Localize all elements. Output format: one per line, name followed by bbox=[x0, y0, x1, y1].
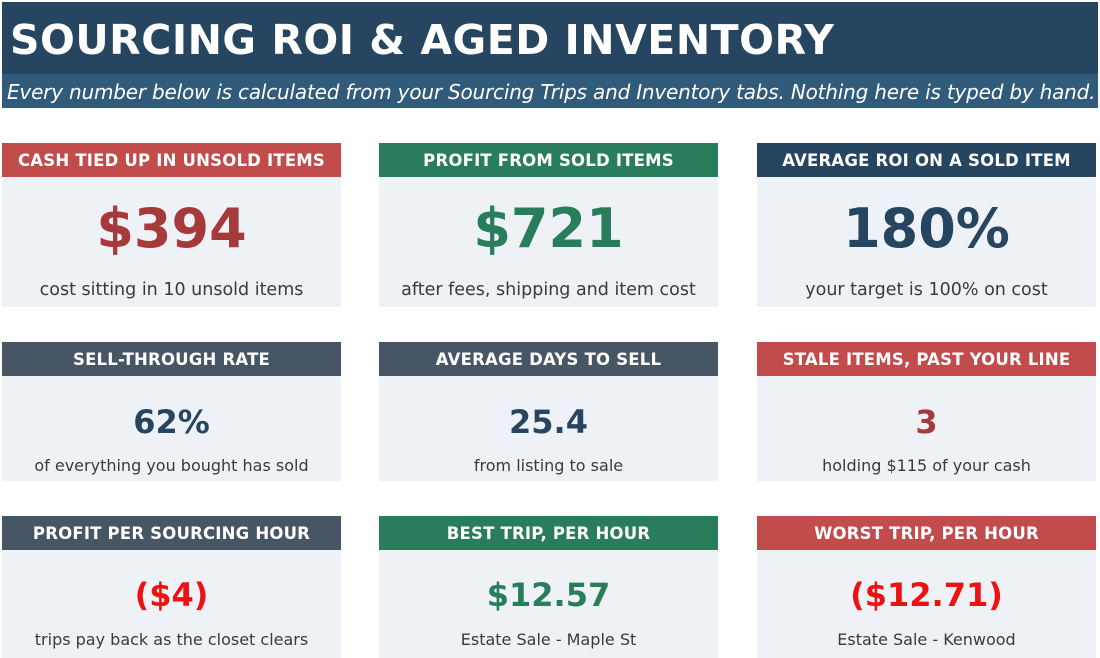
card-caption: your target is 100% on cost bbox=[805, 280, 1048, 300]
card-caption: cost sitting in 10 unsold items bbox=[39, 280, 304, 300]
dashboard-subtitle-bar: Every number below is calculated from yo… bbox=[2, 74, 1098, 108]
card-caption: holding $115 of your cash bbox=[822, 456, 1031, 475]
card-header: PROFIT PER SOURCING HOUR bbox=[2, 516, 341, 550]
card-header: AVERAGE DAYS TO SELL bbox=[379, 342, 718, 376]
card-value: ($4) bbox=[134, 576, 209, 614]
card-caption: from listing to sale bbox=[473, 456, 624, 475]
card-value: ($12.71) bbox=[850, 576, 1003, 614]
card-caption: of everything you bought has sold bbox=[34, 456, 309, 475]
card-worst-trip: WORST TRIP, PER HOUR ($12.71) Estate Sal… bbox=[757, 516, 1096, 658]
card-average-days: AVERAGE DAYS TO SELL 25.4 from listing t… bbox=[379, 342, 718, 481]
card-value: 62% bbox=[133, 403, 210, 441]
card-header: PROFIT FROM SOLD ITEMS bbox=[379, 143, 718, 177]
card-profit-per-hour: PROFIT PER SOURCING HOUR ($4) trips pay … bbox=[2, 516, 341, 658]
card-header: AVERAGE ROI ON A SOLD ITEM bbox=[757, 143, 1096, 177]
card-value: $12.57 bbox=[486, 576, 611, 614]
card-value: $721 bbox=[473, 197, 624, 260]
card-profit-sold: PROFIT FROM SOLD ITEMS $721 after fees, … bbox=[379, 143, 718, 307]
dashboard-title-bar: SOURCING ROI & AGED INVENTORY bbox=[2, 2, 1098, 74]
card-stale-items: STALE ITEMS, PAST YOUR LINE 3 holding $1… bbox=[757, 342, 1096, 481]
card-caption: Estate Sale - Kenwood bbox=[837, 630, 1016, 649]
card-sell-through: SELL-THROUGH RATE 62% of everything you … bbox=[2, 342, 341, 481]
card-header: SELL-THROUGH RATE bbox=[2, 342, 341, 376]
card-cash-tied-up: CASH TIED UP IN UNSOLD ITEMS $394 cost s… bbox=[2, 143, 341, 307]
card-value: 25.4 bbox=[509, 403, 588, 441]
card-value: 180% bbox=[843, 197, 1010, 260]
card-header: WORST TRIP, PER HOUR bbox=[757, 516, 1096, 550]
card-header: CASH TIED UP IN UNSOLD ITEMS bbox=[2, 143, 341, 177]
card-header: STALE ITEMS, PAST YOUR LINE bbox=[757, 342, 1096, 376]
card-value: 3 bbox=[915, 403, 938, 441]
card-best-trip: BEST TRIP, PER HOUR $12.57 Estate Sale -… bbox=[379, 516, 718, 658]
card-value: $394 bbox=[96, 197, 247, 260]
card-caption: after fees, shipping and item cost bbox=[401, 280, 696, 300]
card-caption: Estate Sale - Maple St bbox=[460, 630, 637, 649]
card-caption: trips pay back as the closet clears bbox=[34, 630, 309, 649]
card-header: BEST TRIP, PER HOUR bbox=[379, 516, 718, 550]
dashboard-title: SOURCING ROI & AGED INVENTORY bbox=[10, 16, 835, 64]
dashboard-subtitle: Every number below is calculated from yo… bbox=[7, 80, 1096, 104]
card-average-roi: AVERAGE ROI ON A SOLD ITEM 180% your tar… bbox=[757, 143, 1096, 307]
